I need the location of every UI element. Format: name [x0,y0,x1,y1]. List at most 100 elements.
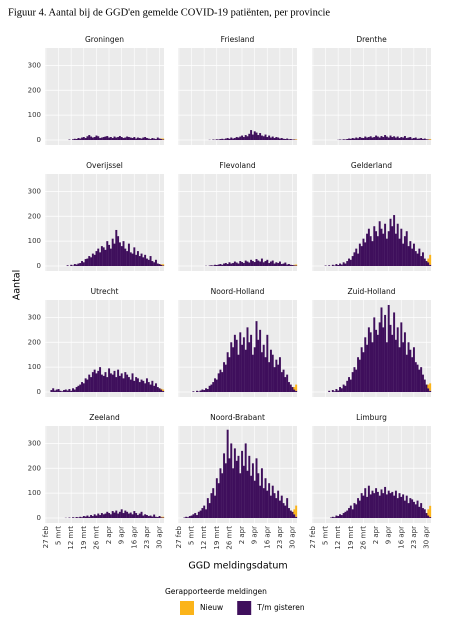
bar [335,389,338,393]
bar [248,342,251,393]
x-tick-label: 30 apr [422,526,430,549]
bar [358,243,361,267]
bar [158,138,161,141]
bar [402,494,405,519]
bar [278,500,281,519]
bar [82,137,85,141]
bar [353,138,356,141]
bar [136,515,139,519]
bar [86,136,89,141]
bar [367,485,370,519]
bar [151,516,154,519]
bar [127,513,130,519]
x-tick-label: 12 mrt [200,526,208,550]
panel-title: Flevoland [219,161,255,170]
bar [113,512,116,519]
bar [262,488,265,519]
bar [203,505,206,519]
bar [364,136,367,141]
bar [108,513,111,519]
bar [328,265,331,267]
bar [384,314,387,393]
bar [210,265,213,267]
bar [223,139,226,141]
bar [405,495,408,519]
bar [366,137,369,141]
bar [117,369,120,393]
bar [246,261,249,267]
panel-title: Limburg [356,413,387,422]
bar [375,488,378,519]
bar [353,367,356,393]
bar [333,391,336,393]
bar [293,514,296,519]
bar [355,369,358,393]
bar [126,511,129,519]
x-axis-title: GGD meldingsdatum [188,561,287,572]
bar [147,138,150,141]
bar [127,137,130,141]
bar [429,383,432,391]
bar [147,516,150,519]
bar [412,243,415,267]
bar [409,241,412,267]
bar [271,136,274,141]
bar [337,265,340,267]
panel-background [45,426,164,523]
bar [416,364,419,393]
bar [145,258,148,267]
bar [235,460,238,519]
bar [199,390,202,393]
bar [197,511,200,519]
bar [266,259,269,267]
bar [156,137,159,141]
bar [429,264,432,267]
bar [282,369,285,393]
bar [84,378,87,393]
bar [253,262,256,267]
bar [394,339,397,393]
bar [64,389,67,393]
bar [425,384,428,393]
bar [382,493,385,519]
bar [106,136,109,141]
bar [61,391,64,393]
bar [346,510,349,519]
bar [145,515,148,519]
bar [131,253,134,267]
bar [295,264,298,266]
bar [91,253,94,267]
bar [277,263,280,267]
bar [398,238,401,267]
bar [208,503,211,519]
bar [142,257,145,267]
bar [376,334,379,393]
bar [357,357,360,393]
bar [423,509,426,519]
bar [423,258,426,267]
panel-title: Utrecht [91,287,119,296]
bar [201,389,204,393]
bar [104,249,107,267]
bar [81,261,84,267]
bar [382,327,385,393]
bar [215,139,218,141]
x-tick-label: 23 apr [276,526,284,549]
bar [95,251,98,267]
bar [154,516,157,519]
bar [122,378,125,393]
x-tick-label: 9 apr [251,526,259,544]
bar [360,137,363,141]
bar [224,138,227,141]
bar [257,135,260,141]
bar [385,136,388,141]
bar [251,463,254,519]
bar [373,317,376,393]
bar [73,389,76,393]
bar [414,137,417,141]
bar [277,364,280,393]
bar [411,499,414,519]
y-tick-label: 100 [28,237,41,245]
bar [221,138,224,141]
